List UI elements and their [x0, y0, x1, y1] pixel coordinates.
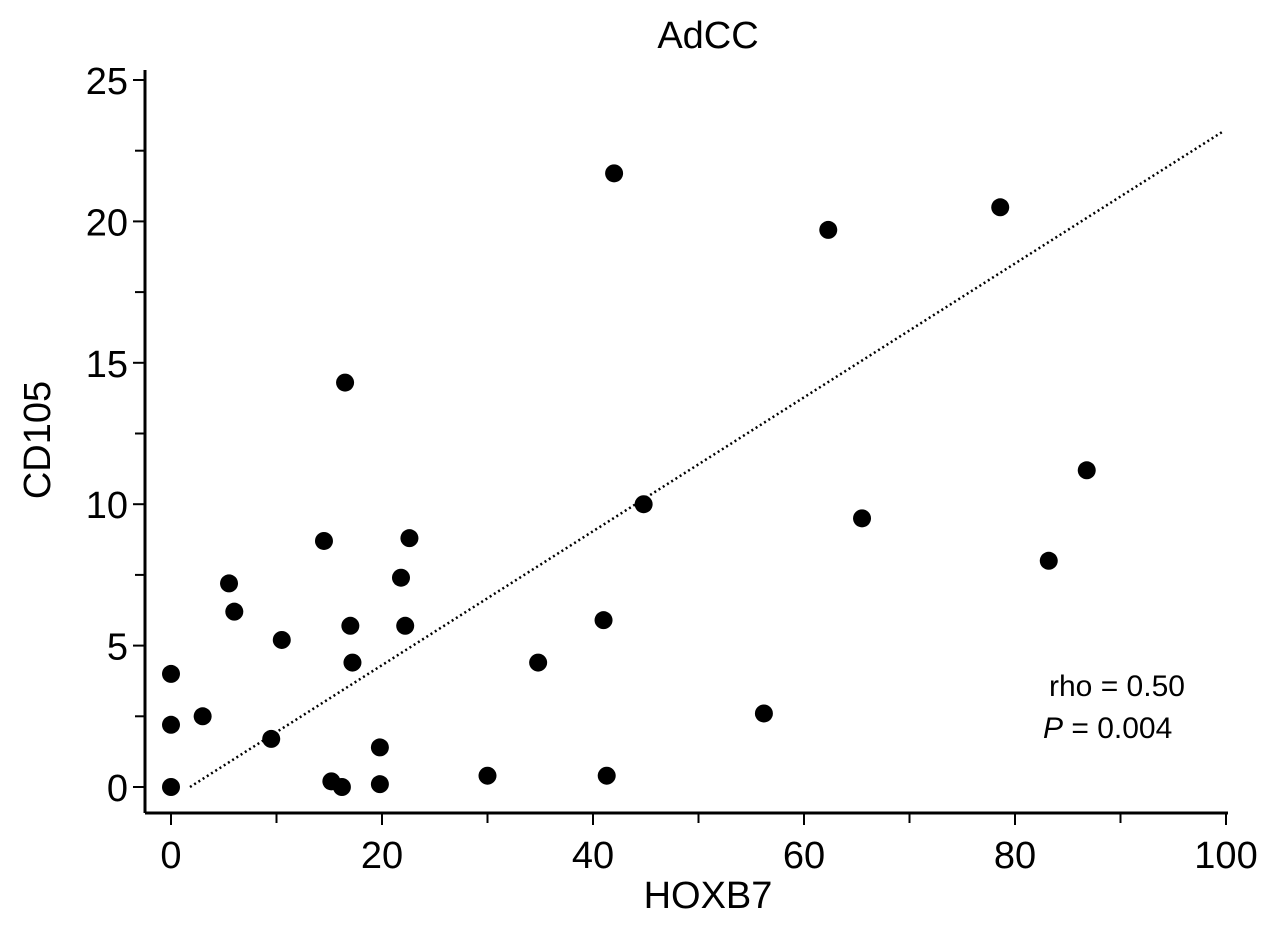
data-point	[400, 529, 419, 548]
axes: 0 20 40 60 80 100 0 5 10 15 20 25	[86, 61, 1258, 877]
data-point	[272, 630, 291, 649]
data-point	[853, 509, 872, 528]
data-point	[597, 766, 616, 785]
data-point	[391, 568, 410, 587]
x-tick-label: 100	[1194, 835, 1257, 877]
data-point	[1077, 461, 1096, 480]
x-tick-label: 40	[572, 835, 614, 877]
data-point	[225, 602, 244, 621]
data-point	[341, 616, 360, 635]
data-point	[343, 653, 362, 672]
data-point	[594, 611, 613, 630]
data-point	[1039, 551, 1058, 570]
x-axis-label: HOXB7	[644, 875, 773, 917]
data-point	[529, 653, 548, 672]
x-tick-label: 60	[783, 835, 825, 877]
data-point	[634, 495, 653, 514]
data-point	[220, 574, 239, 593]
data-point	[478, 766, 497, 785]
data-point	[162, 664, 180, 683]
data-point	[754, 704, 773, 723]
y-tick-label: 0	[107, 768, 128, 810]
data-point	[370, 738, 389, 757]
points-group	[162, 164, 1096, 796]
data-point	[991, 198, 1010, 217]
data-point	[162, 715, 180, 734]
data-point	[162, 778, 180, 796]
y-tick-label: 5	[107, 627, 128, 669]
data-point	[262, 729, 281, 748]
x-tick-label: 80	[994, 835, 1036, 877]
rho-annotation: rho = 0.50	[1049, 670, 1185, 703]
data-point	[370, 775, 389, 794]
y-tick-label: 25	[86, 61, 128, 103]
chart-title: AdCC	[657, 15, 758, 57]
y-tick-label: 15	[86, 344, 128, 386]
trend-line	[189, 129, 1225, 789]
p-symbol: P	[1043, 712, 1063, 745]
y-tick-label: 20	[86, 202, 128, 244]
data-point	[193, 707, 212, 726]
x-tick-label: 0	[160, 835, 181, 877]
data-point	[336, 373, 355, 392]
data-point	[605, 164, 624, 183]
p-annotation: P = 0.004	[1043, 712, 1172, 745]
p-value: = 0.004	[1063, 712, 1172, 745]
data-point	[396, 616, 415, 635]
data-point	[314, 531, 333, 550]
x-tick-label: 20	[361, 835, 403, 877]
y-axis-label: CD105	[17, 381, 59, 499]
data-point	[819, 220, 838, 239]
y-tick-label: 10	[86, 485, 128, 527]
data-point	[332, 778, 351, 796]
trendline-group	[189, 129, 1225, 789]
